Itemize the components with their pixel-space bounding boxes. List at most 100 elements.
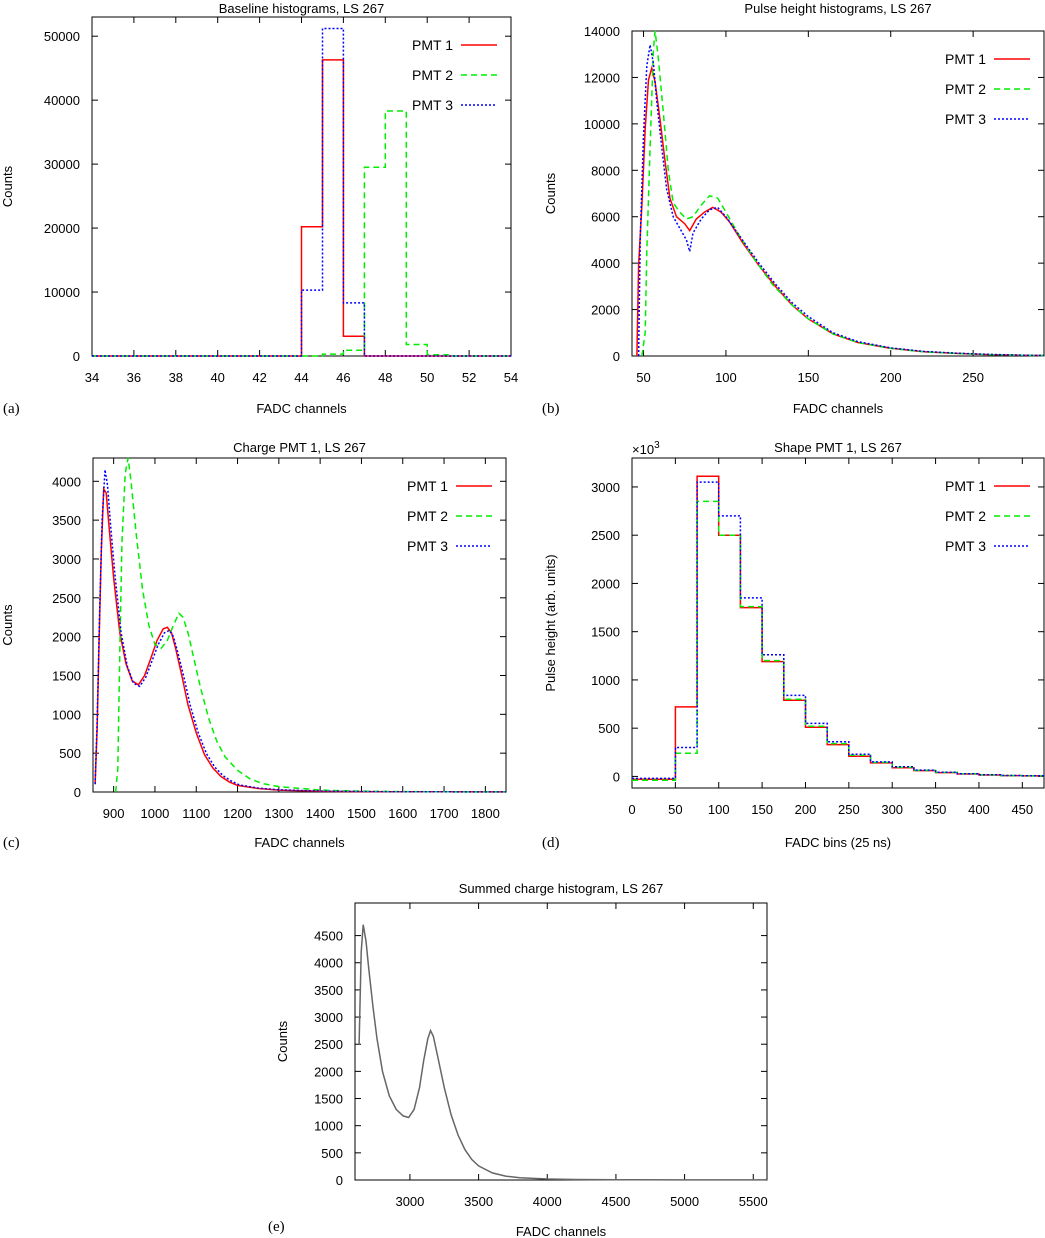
y-tick-label: 0 [73, 349, 80, 364]
series-line-pmt-3 [632, 481, 1044, 780]
x-tick-label: 250 [962, 370, 984, 385]
x-axis-label: FADC bins (25 ns) [785, 835, 891, 850]
y-tick-label: 1000 [52, 707, 81, 722]
x-tick-label: 1600 [388, 806, 417, 821]
y-tick-label: 0 [336, 1173, 343, 1188]
y-axis-label: Counts [0, 165, 15, 207]
legend-label: PMT 3 [407, 538, 448, 554]
y-tick-label: 3000 [591, 480, 620, 495]
y-tick-label: 1000 [591, 673, 620, 688]
x-tick-label: 0 [628, 802, 635, 817]
panel-label: (a) [3, 401, 20, 417]
x-tick-label: 100 [708, 802, 730, 817]
series-line-pmt-2 [92, 110, 511, 357]
x-tick-label: 50 [668, 802, 682, 817]
x-tick-label: 1400 [306, 806, 335, 821]
panel-label: (b) [542, 401, 560, 417]
x-tick-label: 3000 [395, 1194, 424, 1209]
y-tick-label: 2500 [314, 1037, 343, 1052]
x-axis-label: FADC channels [256, 401, 347, 416]
y-tick-label: 0 [613, 769, 620, 784]
x-tick-label: 3500 [464, 1194, 493, 1209]
x-tick-label: 54 [504, 370, 518, 385]
y-tick-label: 40000 [44, 93, 80, 108]
y-tick-label: 4000 [52, 474, 81, 489]
x-tick-label: 5000 [670, 1194, 699, 1209]
x-tick-label: 350 [925, 802, 947, 817]
y-tick-label: 1000 [314, 1119, 343, 1134]
x-tick-label: 100 [715, 370, 737, 385]
legend-label: PMT 3 [945, 538, 986, 554]
y-tick-label: 2000 [591, 576, 620, 591]
chart-title: Pulse height histograms, LS 267 [744, 1, 931, 16]
y-tick-label: 3500 [314, 983, 343, 998]
x-tick-label: 34 [85, 370, 99, 385]
y-tick-label: 4000 [314, 956, 343, 971]
y-tick-label: 30000 [44, 157, 80, 172]
legend-label: PMT 1 [407, 478, 448, 494]
y-tick-label: 50000 [44, 29, 80, 44]
y-tick-label: 4000 [591, 256, 620, 271]
x-tick-label: 900 [103, 806, 125, 821]
x-tick-label: 42 [252, 370, 266, 385]
y-tick-label: 8000 [591, 163, 620, 178]
x-tick-label: 48 [378, 370, 392, 385]
x-tick-label: 52 [462, 370, 476, 385]
series-line-pmt-2 [114, 457, 507, 793]
x-tick-label: 1200 [223, 806, 252, 821]
x-tick-label: 4000 [533, 1194, 562, 1209]
plot-frame [631, 457, 1045, 789]
y-tick-label: 4500 [314, 929, 343, 944]
chart-e: Summed charge histogram, LS 267 3000 3500 4… [268, 881, 768, 1238]
y-tick-label: 1500 [314, 1092, 343, 1107]
y-tick-label: 1500 [591, 625, 620, 640]
legend-label: PMT 1 [945, 51, 986, 67]
y-tick-label: 10000 [584, 117, 620, 132]
y-tick-label: 2000 [591, 303, 620, 318]
legend-label: PMT 3 [945, 111, 986, 127]
legend-label: PMT 1 [412, 37, 453, 53]
x-tick-label: 1300 [264, 806, 293, 821]
x-tick-label: 44 [294, 370, 308, 385]
y-axis-label: Counts [543, 172, 558, 214]
chart-b: Pulse height histograms, LS 267 50 100 150 2… [542, 1, 1045, 417]
y-tick-label: 500 [321, 1146, 343, 1161]
y-tick-label: 1500 [52, 668, 81, 683]
y-tick-label: 3000 [314, 1010, 343, 1025]
legend-label: PMT 2 [412, 67, 453, 83]
x-axis-label: FADC channels [254, 835, 345, 850]
panel-label: (e) [268, 1219, 285, 1235]
x-tick-label: 1800 [471, 806, 500, 821]
legend-label: PMT 3 [412, 97, 453, 113]
chart-title: Shape PMT 1, LS 267 [774, 440, 902, 455]
chart-title: Charge PMT 1, LS 267 [233, 440, 366, 455]
plot-frame [631, 30, 1045, 357]
x-axis-label: FADC channels [793, 401, 884, 416]
y-tick-label: 3000 [52, 552, 81, 567]
x-tick-label: 38 [169, 370, 183, 385]
x-tick-label: 1500 [347, 806, 376, 821]
legend-label: PMT 1 [945, 478, 986, 494]
legend-label: PMT 2 [945, 81, 986, 97]
x-tick-label: 300 [881, 802, 903, 817]
y-tick-label: 2000 [52, 630, 81, 645]
panel-label: (c) [3, 835, 20, 851]
y-tick-label: 2500 [52, 591, 81, 606]
x-tick-label: 1100 [182, 806, 210, 821]
y-axis-label: Pulse height (arb. units) [543, 554, 558, 691]
y-tick-label: 6000 [591, 210, 620, 225]
legend-label: PMT 2 [407, 508, 448, 524]
y-tick-label: 12000 [584, 70, 620, 85]
y-scale-label: ×103 [632, 440, 660, 457]
chart-title: Baseline histograms, LS 267 [219, 1, 384, 16]
series-line-summed [358, 924, 768, 1181]
x-tick-label: 40 [210, 370, 224, 385]
x-tick-label: 1000 [140, 806, 169, 821]
series-line-pmt-1 [94, 486, 507, 793]
y-tick-label: 0 [74, 785, 81, 800]
chart-a: Baseline histograms, LS 267 34 36 38 40 42 44 4… [0, 1, 518, 417]
plot-frame [354, 902, 768, 1181]
plot-frame [92, 457, 507, 793]
series-line-pmt-2 [641, 30, 1045, 357]
